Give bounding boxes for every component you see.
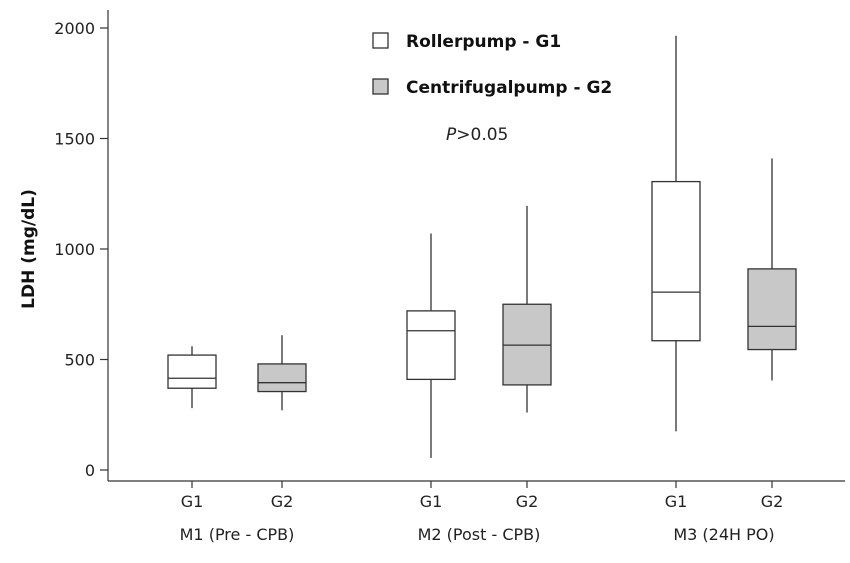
p-value-suffix: >0.05: [456, 125, 508, 145]
x-tick-label: G1: [420, 492, 443, 511]
group-label-m3: M3 (24H PO): [673, 525, 774, 544]
y-tick: 0: [85, 461, 108, 480]
y-tick-label: 500: [64, 351, 95, 370]
box-m3-g1: [651, 35, 701, 432]
box: [651, 180, 701, 342]
legend-label-g1: Rollerpump - G1: [406, 32, 561, 52]
box: [747, 268, 797, 351]
legend: Rollerpump - G1 Centrifugalpump - G2: [372, 32, 612, 98]
box: [406, 310, 456, 381]
box-m1-g2: [257, 335, 307, 411]
x-tick-label: G1: [665, 492, 688, 511]
x-tick-label: G2: [516, 492, 539, 511]
legend-swatch-g2: [372, 78, 389, 95]
x-tick-label: G2: [271, 492, 294, 511]
legend-label-g2: Centrifugalpump - G2: [406, 78, 612, 98]
box-m2-g1: [406, 233, 456, 458]
p-value-prefix: P: [446, 125, 457, 145]
y-tick: 1000: [54, 240, 108, 259]
box-m1-g1: [167, 346, 217, 409]
y-tick: 1500: [54, 130, 108, 149]
y-tick-label: 1500: [54, 130, 95, 149]
y-tick-label: 1000: [54, 240, 95, 259]
box-m3-g2: [747, 158, 797, 381]
y-ticks: 0 500 1000 1500 2000: [54, 19, 108, 480]
y-axis-label: LDH (mg/dL): [19, 189, 39, 309]
x-tick-label: G2: [761, 492, 784, 511]
legend-swatch-g1: [372, 32, 389, 49]
x-tick-label: G1: [181, 492, 204, 511]
y-tick: 500: [64, 351, 108, 370]
p-value-annotation: P>0.05: [446, 125, 508, 145]
x-ticks: [191, 481, 773, 488]
y-tick: 2000: [54, 19, 108, 38]
box: [257, 363, 307, 393]
box: [167, 354, 217, 389]
box-m2-g2: [502, 205, 552, 413]
y-tick-label: 2000: [54, 19, 95, 38]
group-label-m2: M2 (Post - CPB): [418, 525, 541, 544]
group-label-m1: M1 (Pre - CPB): [180, 525, 295, 544]
y-tick-label: 0: [85, 461, 95, 480]
